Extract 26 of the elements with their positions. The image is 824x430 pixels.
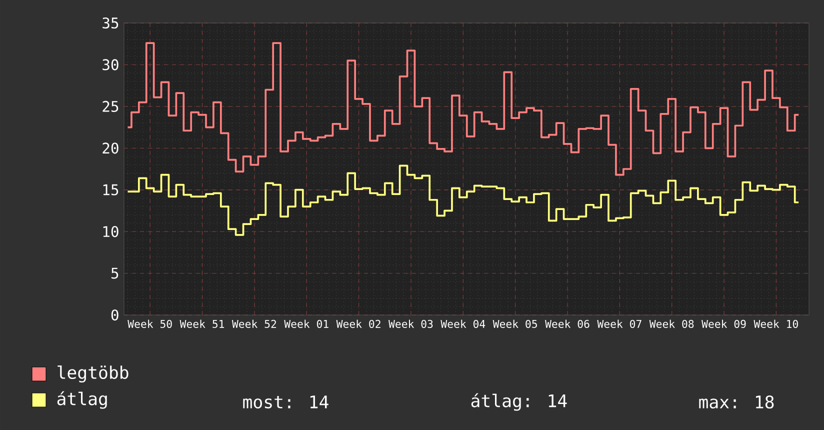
y-tick-label: 0 bbox=[111, 309, 118, 321]
x-tick-label: Week 52 bbox=[232, 320, 276, 328]
y-tick-label: 30 bbox=[102, 59, 118, 70]
x-tick-label: Week 09 bbox=[702, 320, 746, 328]
y-tick-label: 25 bbox=[102, 100, 118, 112]
y-tick-label: 20 bbox=[102, 142, 118, 154]
y-tick-label: 5 bbox=[111, 268, 118, 279]
text: most: 14 bbox=[243, 396, 328, 408]
x-tick-label: Week 51 bbox=[180, 320, 224, 328]
x-tick-label: Week 01 bbox=[284, 320, 328, 328]
x-tick-label: Week 02 bbox=[336, 320, 380, 328]
x-tick-label: Week 07 bbox=[597, 320, 642, 328]
x-tick-label: Week 06 bbox=[545, 320, 590, 328]
y-tick-label: 15 bbox=[103, 184, 118, 196]
x-tick-label: Week 03 bbox=[388, 320, 433, 328]
y-tick-label: 10 bbox=[103, 226, 118, 238]
x-tick-label: Week 50 bbox=[128, 320, 172, 328]
legend-label: átlag bbox=[57, 391, 107, 409]
text: átlag: 14 bbox=[471, 393, 567, 411]
text: max: 18 bbox=[699, 395, 774, 409]
y-tick-label: 35 bbox=[102, 17, 118, 29]
x-tick-label: Week 05 bbox=[492, 320, 537, 328]
legend-label: legtöbb bbox=[58, 366, 128, 382]
x-tick-label: Week 08 bbox=[649, 320, 694, 328]
x-tick-label: Week 04 bbox=[440, 320, 486, 328]
x-tick-label: Week 10 bbox=[754, 320, 798, 328]
